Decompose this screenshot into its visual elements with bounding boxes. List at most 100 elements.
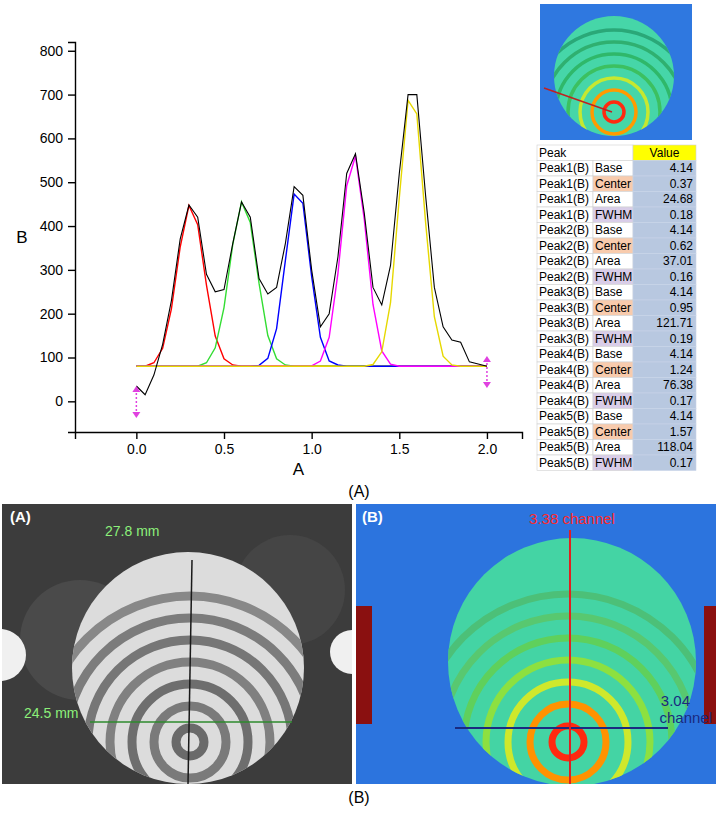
x-tick: 0.0 — [127, 432, 147, 457]
table-text: Peak1(B) — [539, 161, 589, 175]
y-tick-label: 800 — [40, 43, 64, 59]
image-disk — [554, 16, 674, 136]
table-header-cell — [537, 145, 633, 161]
y-tick: 400 — [40, 218, 75, 234]
table-cell — [593, 347, 633, 363]
table-cell — [537, 223, 593, 239]
x-axis-title: A — [293, 460, 305, 479]
y-tick-label: 600 — [40, 130, 64, 146]
image-ring — [540, 30, 692, 140]
series-line — [136, 95, 487, 395]
table-value: 4.14 — [670, 409, 694, 423]
image-ring — [580, 78, 648, 140]
image-ring — [552, 726, 584, 758]
image-line — [544, 88, 612, 112]
table-cell — [633, 409, 696, 425]
table-text: FWHM — [595, 270, 632, 284]
caption: (A) — [348, 483, 369, 500]
table-cell — [633, 285, 696, 301]
table-cell — [633, 393, 696, 409]
y-tick: 800 — [40, 43, 75, 59]
table-cell — [537, 409, 593, 425]
y-axis-line — [68, 43, 76, 433]
table-text: Peak3(B) — [539, 285, 589, 299]
table-cell — [537, 238, 593, 254]
range-marker-arrow — [132, 386, 140, 392]
image-rings — [420, 594, 716, 784]
x-tick: 2.0 — [478, 432, 498, 457]
table-value: 118.04 — [657, 440, 693, 454]
table-value: 0.95 — [670, 301, 694, 315]
table-text: Peak3(B) — [539, 332, 589, 346]
image-bar — [704, 606, 716, 724]
table-cell — [537, 316, 593, 332]
table-cell — [633, 424, 696, 440]
y-tick: 100 — [40, 349, 75, 365]
plot-lines — [136, 95, 487, 395]
table-cell — [593, 331, 633, 347]
table-text: Base — [595, 161, 623, 175]
x-tick-label: 1.0 — [302, 441, 322, 457]
image-ring — [544, 42, 684, 140]
y-tick-mark — [68, 313, 75, 314]
y-tick-label: 300 — [40, 262, 64, 278]
image-ring — [464, 638, 672, 784]
photo-measure: 27.8 mm — [105, 523, 159, 539]
image-rings — [540, 30, 692, 140]
table-text: Area — [595, 378, 621, 392]
table-cell — [633, 192, 696, 208]
table-text: Peak3(B) — [539, 316, 589, 330]
photo-left — [2, 504, 352, 784]
range-marker-line — [136, 389, 138, 415]
figure: 0.00.51.01.52.00100200300400500600700800… — [0, 0, 718, 813]
y-tick-label: 700 — [40, 87, 64, 103]
table-cell — [537, 331, 593, 347]
range-marker — [483, 356, 491, 388]
x-axis-line — [76, 433, 523, 440]
image-line — [90, 721, 292, 723]
table-header: Value — [650, 146, 680, 160]
table-text: Center — [595, 425, 631, 439]
x-tick-mark — [224, 432, 225, 439]
y-tick-mark — [68, 270, 75, 271]
range-marker-line — [486, 359, 488, 385]
table-cell — [593, 207, 633, 223]
table-cell — [593, 192, 633, 208]
table-text: Center — [595, 301, 631, 315]
range-marker-arrow — [132, 412, 140, 418]
y-tick: 700 — [40, 87, 75, 103]
table-text: Center — [595, 177, 631, 191]
table-header-cell — [633, 145, 696, 161]
table-text: Peak2(B) — [539, 254, 589, 268]
table-text: Peak5(B) — [539, 409, 589, 423]
y-tick-mark — [68, 94, 75, 95]
table-cell — [537, 161, 593, 177]
photo-measure: 24.5 mm — [24, 705, 78, 721]
x-axis: 0.00.51.01.52.0 — [76, 432, 523, 457]
table-cell — [633, 455, 696, 471]
table-text: Peak2(B) — [539, 239, 589, 253]
table-cell — [593, 300, 633, 316]
y-axis: 0100200300400500600700800 — [40, 43, 76, 433]
table-cell — [537, 285, 593, 301]
table-cell — [633, 362, 696, 378]
image-line — [188, 560, 192, 784]
image-bar — [356, 606, 372, 724]
table-cell — [593, 316, 633, 332]
photo-label: (B) — [362, 508, 383, 525]
table-cell — [537, 347, 593, 363]
table-text: Peak1(B) — [539, 192, 589, 206]
table-text: FWHM — [595, 394, 632, 408]
table-cell — [633, 347, 696, 363]
table-cell — [593, 440, 633, 456]
y-tick-label: 100 — [40, 349, 64, 365]
image-ring — [604, 102, 624, 122]
series-line — [136, 100, 487, 366]
table-text: Area — [595, 254, 621, 268]
thumbnail-image — [540, 4, 692, 140]
table-cell — [593, 455, 633, 471]
x-tick: 1.0 — [302, 432, 322, 457]
table-cell — [537, 393, 593, 409]
table-value: 0.17 — [670, 456, 694, 470]
image-blob — [330, 630, 352, 674]
